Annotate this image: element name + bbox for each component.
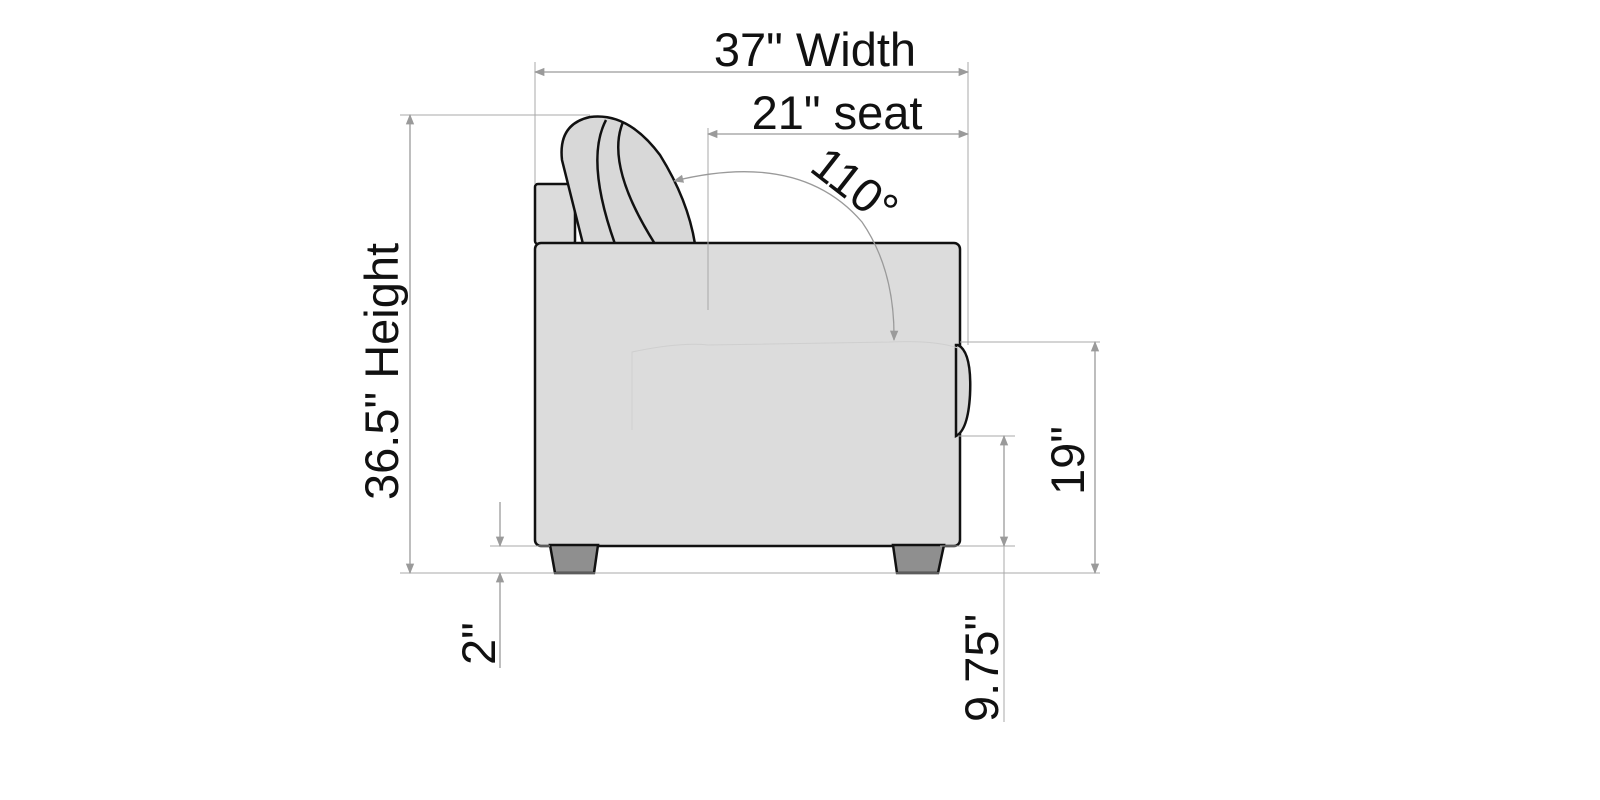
- front-leg: [891, 543, 946, 575]
- arm-clearance-dimension: 9.75": [940, 434, 1015, 722]
- angle-label: 110°: [802, 136, 908, 235]
- height-dimension: 36.5" Height: [355, 113, 1100, 575]
- back-cushion-seam-1: [596, 119, 617, 245]
- leg-height-label: 2": [452, 622, 505, 665]
- seat-depth-dimension: 21" seat: [706, 86, 970, 310]
- arm-clearance-label: 9.75": [955, 614, 1008, 722]
- arm-front: [954, 343, 972, 439]
- width-dimension: 37" Width: [533, 23, 970, 345]
- back-cushion-seam-2: [617, 121, 657, 245]
- sofa-body: [533, 241, 962, 548]
- width-label: 37" Width: [714, 23, 916, 76]
- leg-height-dimension: 2": [452, 502, 550, 668]
- seat-height-dimension: 19": [960, 340, 1100, 575]
- seat-cushion-outline: [631, 341, 959, 430]
- height-label: 36.5" Height: [355, 243, 408, 500]
- rear-leg: [548, 543, 600, 575]
- seat-height-label: 19": [1041, 426, 1094, 495]
- seat-depth-label: 21" seat: [752, 86, 923, 139]
- sofa-side-view: [533, 115, 972, 575]
